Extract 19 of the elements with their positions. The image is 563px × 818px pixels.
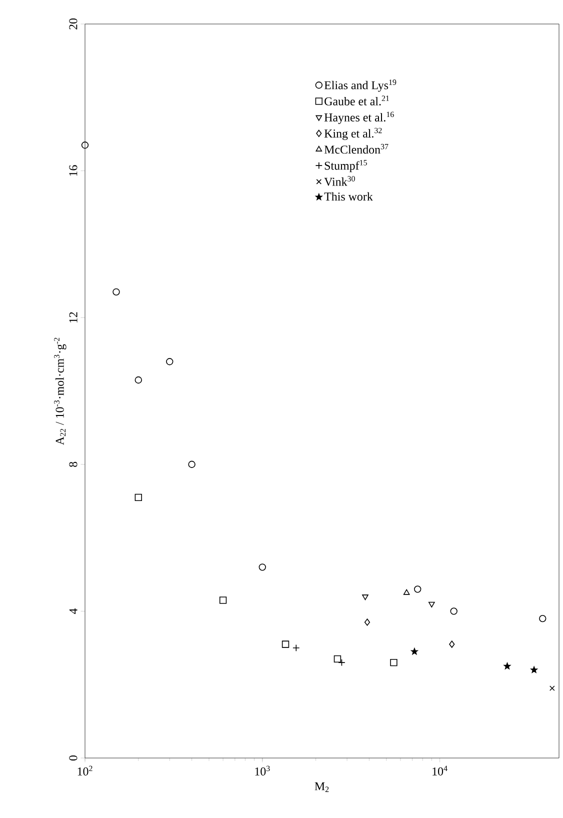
- y-tick-label: 12: [69, 312, 78, 323]
- legend-label: Haynes et al.$^{16}$: [324, 112, 394, 124]
- legend-label: Stumpf$^{15}$: [324, 160, 367, 172]
- legend-label: McClendon$^{37}$: [324, 144, 388, 154]
- y-tick-label: 0: [69, 755, 78, 761]
- legend-label: Vink$^{30}$: [324, 176, 355, 186]
- legend-label: Gaube et al.$^{21}$: [324, 96, 389, 106]
- x-tick-label: 10$^{3}$: [255, 766, 270, 776]
- x-tick-label: 10$^{2}$: [78, 766, 92, 776]
- x-axis-title: M$_{2}$: [314, 782, 329, 792]
- x-tick-label: 10$^{4}$: [432, 766, 448, 776]
- y-tick-label: 4: [69, 608, 78, 614]
- y-axis-title: A$_{22}$ / 10$^{-3}$·mol·cm$^{3}$·g$^{-2}$: [54, 338, 66, 446]
- legend-label: Elias and Lys$^{19}$: [324, 80, 396, 92]
- y-tick-label: 16: [69, 165, 78, 176]
- legend-label: This work: [324, 192, 373, 201]
- legend-label: King et al.$^{32}$: [324, 128, 382, 140]
- y-tick-label: 8: [69, 462, 78, 467]
- y-tick-label: 20: [69, 18, 78, 30]
